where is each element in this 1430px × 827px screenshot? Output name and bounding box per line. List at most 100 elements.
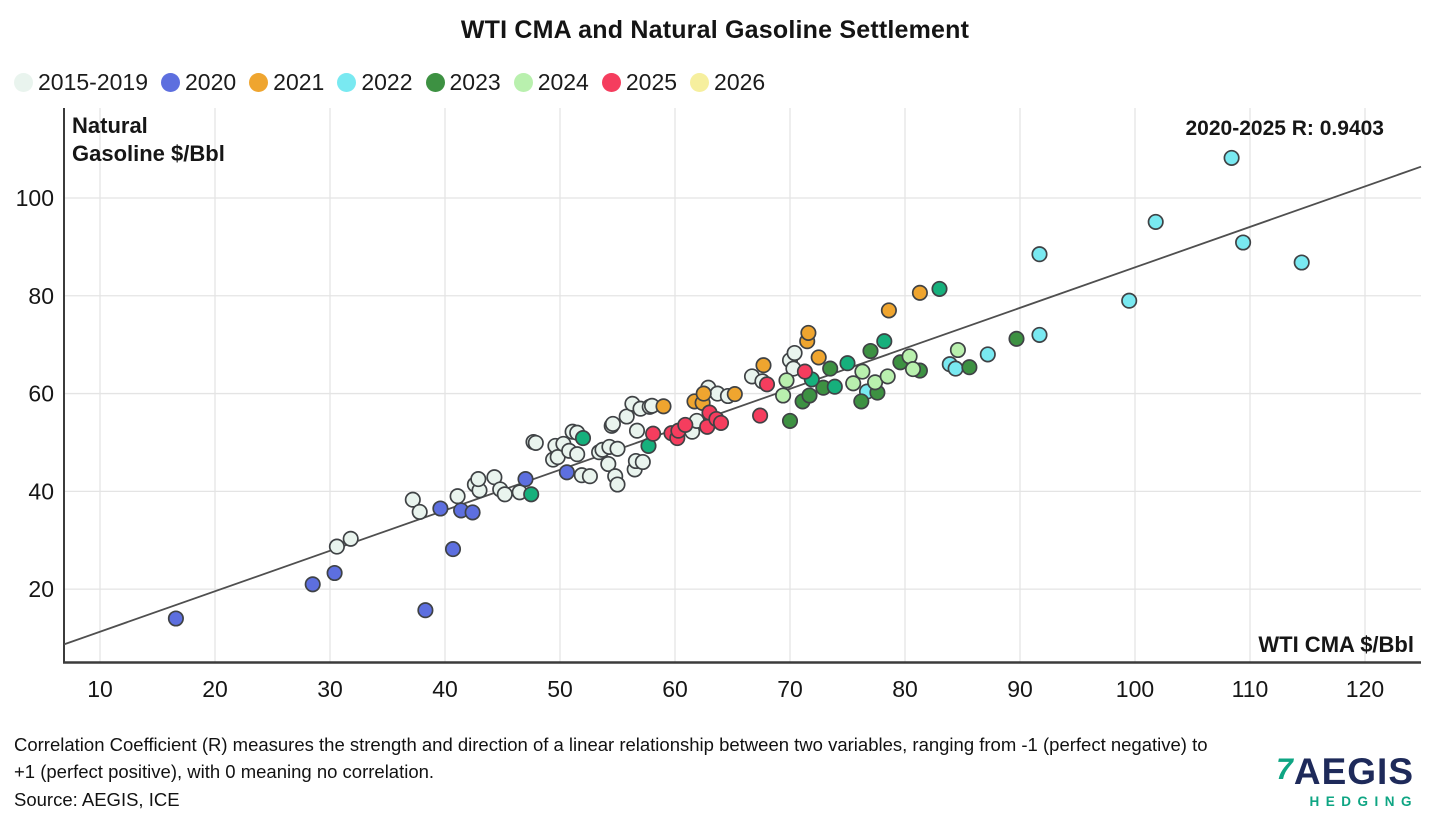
legend-item-2015-2019: 2015-2019 — [14, 69, 148, 96]
data-point-2015-2019 — [411, 503, 428, 520]
data-point-2023 — [839, 355, 856, 372]
x-tick-label: 120 — [1346, 676, 1384, 702]
data-point-2015-2019 — [404, 491, 421, 508]
data-point-2022 — [1121, 292, 1138, 309]
data-point-2022 — [1031, 326, 1048, 343]
data-point-2015-2019 — [609, 440, 626, 457]
data-point-2015-2019 — [634, 453, 651, 471]
data-point-2025 — [677, 416, 694, 433]
data-point-2021 — [810, 349, 827, 366]
data-point-2024 — [854, 363, 871, 380]
legend-item-2021: 2021 — [249, 69, 324, 96]
data-point-2020 — [444, 541, 462, 558]
data-point-2024 — [775, 387, 792, 404]
data-point-2023 — [523, 486, 540, 503]
data-point-2025 — [758, 376, 776, 393]
data-point-2021 — [726, 386, 743, 403]
legend-item-2022: 2022 — [337, 69, 413, 96]
x-tick-label: 70 — [777, 676, 803, 702]
data-point-2020 — [304, 576, 321, 593]
legend-swatch — [425, 73, 445, 92]
data-point-2025 — [752, 407, 769, 424]
x-tick-label: 20 — [202, 676, 228, 702]
data-point-2024 — [778, 372, 795, 389]
data-point-2015-2019 — [609, 476, 626, 493]
x-tick-label: 110 — [1232, 676, 1269, 702]
data-point-2024 — [904, 361, 922, 378]
data-point-2015-2019 — [328, 538, 345, 555]
y-tick-label: 80 — [28, 283, 54, 309]
y-tick-label: 60 — [28, 381, 54, 407]
data-point-2021 — [911, 284, 928, 301]
source-text: Source: AEGIS, ICE — [14, 789, 180, 810]
legend-item-2025: 2025 — [601, 69, 678, 96]
legend-item-2024: 2024 — [513, 69, 589, 96]
data-point-2022 — [947, 360, 964, 377]
data-point-2023 — [1008, 330, 1025, 347]
data-point-2023 — [826, 378, 843, 395]
data-point-2022 — [1147, 213, 1164, 230]
legend-swatch — [249, 73, 269, 92]
y-tick-label: 40 — [28, 478, 54, 504]
data-point-2025 — [712, 414, 730, 431]
aegis-logo: 7 AEGIS HEDGING — [1276, 753, 1414, 809]
data-point-2015-2019 — [496, 486, 513, 503]
y-axis-title-line2: Gasoline $/Bbl — [72, 141, 225, 166]
data-point-2022 — [1235, 234, 1252, 251]
x-tick-label: 40 — [432, 676, 458, 702]
data-point-2021 — [655, 398, 672, 415]
data-point-2021 — [755, 357, 772, 374]
data-point-2020 — [517, 471, 534, 488]
data-point-2024 — [845, 375, 862, 392]
x-tick-label: 60 — [662, 676, 688, 702]
legend-label: 2024 — [537, 69, 589, 95]
data-point-2015-2019 — [600, 455, 617, 473]
data-point-2023 — [822, 360, 839, 377]
legend-item-2020: 2020 — [161, 69, 236, 96]
data-point-2023 — [574, 430, 592, 447]
chart-title: WTI CMA and Natural Gasoline Settlement — [460, 16, 970, 44]
data-point-2020 — [464, 504, 481, 521]
data-point-2023 — [876, 333, 893, 350]
legend-swatch — [161, 73, 180, 92]
scatter-plot: 10 20 30 40 50 60 70 80 90 100 110 120 20 40 60 80 100 Na… — [16, 108, 1422, 702]
aegis-logo-mark-icon: 7 — [1276, 753, 1293, 786]
aegis-logo-brand: AEGIS — [1293, 751, 1414, 792]
y-tick-label: 20 — [28, 576, 54, 602]
data-point-2025 — [645, 425, 662, 442]
y-axis-title-line1: Natural — [72, 113, 148, 138]
trend-line — [63, 165, 1422, 646]
data-point-2020 — [326, 564, 343, 582]
legend-label: 2022 — [361, 69, 413, 95]
legend-swatch — [690, 73, 710, 92]
x-tick-label: 30 — [317, 676, 343, 702]
legend-swatch — [337, 73, 357, 92]
x-tick-label: 10 — [87, 676, 113, 702]
data-point-2023 — [853, 393, 870, 410]
data-point-2015-2019 — [604, 415, 621, 432]
data-point-2020 — [432, 500, 449, 517]
data-point-2021 — [695, 385, 712, 402]
data-point-2022 — [1293, 254, 1310, 271]
data-point-2015-2019 — [449, 488, 466, 505]
legend: 2015-2019 2020 2021 2022 2023 2024 2025 2026 — [14, 69, 765, 96]
legend-label: 2026 — [714, 69, 766, 95]
data-point-2025 — [796, 363, 813, 380]
data-point-2020 — [417, 602, 434, 619]
data-point-2015-2019 — [628, 422, 646, 439]
data-point-2023 — [781, 412, 799, 429]
data-point-2015-2019 — [342, 530, 359, 547]
legend-label: 2015-2019 — [38, 69, 148, 95]
data-point-2023 — [961, 359, 978, 376]
x-tick-label: 90 — [1007, 676, 1033, 702]
data-point-2023 — [931, 280, 948, 297]
data-point-2015-2019 — [581, 468, 598, 485]
data-point-2020 — [558, 464, 575, 481]
data-point-2024 — [879, 368, 896, 385]
data-point-2023 — [862, 342, 879, 360]
legend-label: 2025 — [625, 69, 678, 95]
legend-label: 2021 — [273, 69, 325, 95]
data-point-2023 — [801, 387, 818, 404]
legend-label: 2020 — [185, 69, 237, 95]
